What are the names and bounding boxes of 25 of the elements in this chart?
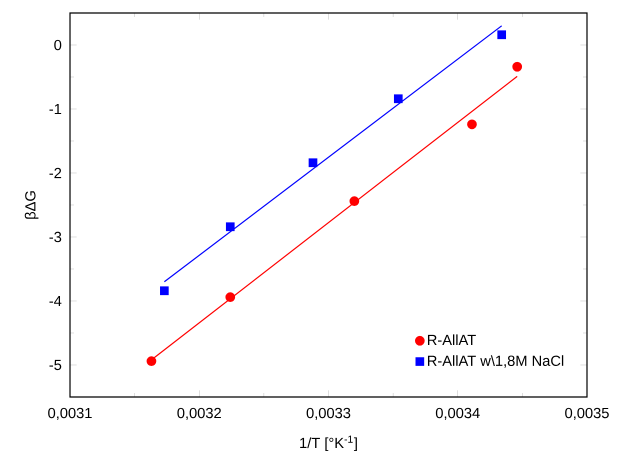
y-tick-label: -5 (49, 360, 62, 370)
point (497, 30, 506, 40)
y-axis-title: βΔG (24, 191, 38, 219)
x-axis-title: 1/T [°K$^{-1}$] (300, 436, 357, 452)
legend-label: R-AllAT w\1,8M NaCl (428, 355, 564, 368)
y-tick-label: -3 (49, 232, 62, 242)
point (308, 158, 318, 168)
point (226, 222, 235, 232)
x-tick-label: 0,0031 (48, 408, 92, 420)
point (394, 94, 403, 104)
point (225, 292, 236, 302)
y-tick-label: -2 (49, 168, 62, 178)
y-tick-label: -4 (49, 296, 62, 306)
point (160, 286, 169, 296)
point (467, 119, 477, 130)
x-tick-label: 0,0035 (565, 408, 609, 420)
x-tick-label: 0,0034 (436, 408, 480, 420)
legend-label: R-AllAT (428, 334, 476, 345)
point (349, 196, 360, 206)
x-tick-label: 0,0032 (177, 408, 221, 420)
y-tick-label: -1 (49, 104, 62, 114)
point (512, 62, 522, 72)
x-tick-label: 0,0033 (306, 408, 350, 420)
point (146, 356, 156, 366)
y-tick-label: 0 (54, 40, 62, 50)
